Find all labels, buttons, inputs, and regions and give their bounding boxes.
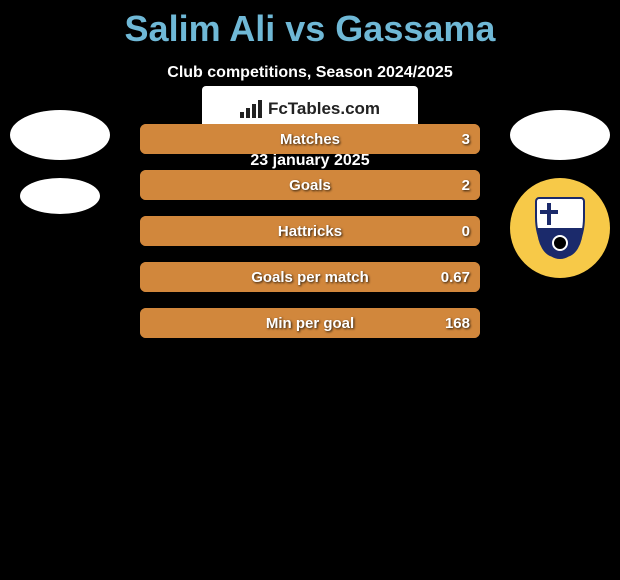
stat-bar-value: 3 <box>462 131 470 148</box>
stat-bar-value: 0.67 <box>441 269 470 286</box>
stat-bar: Matches3 <box>140 124 480 154</box>
player-right-avatar <box>510 110 610 278</box>
stat-bar: Goals2 <box>140 170 480 200</box>
brand-text: FcTables.com <box>268 99 380 119</box>
shield-icon <box>535 197 585 259</box>
stat-bar-value: 168 <box>445 315 470 332</box>
player-silhouette-icon <box>10 110 110 160</box>
club-silhouette-icon <box>20 178 100 214</box>
player-silhouette-icon <box>510 110 610 160</box>
stats-bars: Matches3Goals2Hattricks0Goals per match0… <box>140 124 480 354</box>
stat-bar-value: 0 <box>462 223 470 240</box>
stat-bar-label: Goals <box>140 177 480 194</box>
club-badge-icon <box>510 178 610 278</box>
stat-bar-label: Hattricks <box>140 223 480 240</box>
stat-bar: Min per goal168 <box>140 308 480 338</box>
stat-bar-label: Min per goal <box>140 315 480 332</box>
comparison-title: Salim Ali vs Gassama <box>0 0 620 50</box>
brand-barchart-icon <box>240 100 262 118</box>
stat-bar: Hattricks0 <box>140 216 480 246</box>
stat-bar-label: Matches <box>140 131 480 148</box>
stat-bar-label: Goals per match <box>140 269 480 286</box>
stat-bar: Goals per match0.67 <box>140 262 480 292</box>
comparison-subtitle: Club competitions, Season 2024/2025 <box>0 64 620 82</box>
player-left-avatar <box>10 110 110 214</box>
stat-bar-value: 2 <box>462 177 470 194</box>
